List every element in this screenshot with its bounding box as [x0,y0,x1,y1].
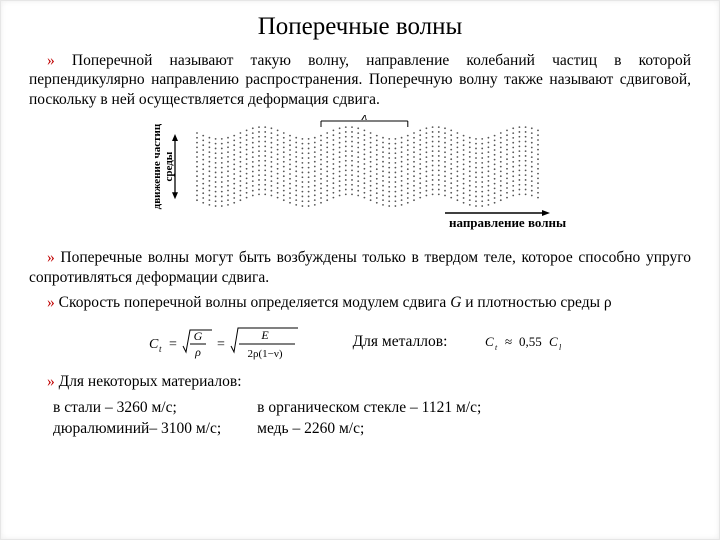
para3-mid: и плотностью среды ρ [461,294,611,311]
bullet-icon: » [47,294,55,311]
svg-text:=: = [169,337,177,352]
svg-text:G: G [193,329,202,343]
svg-text:2ρ(1−ν): 2ρ(1−ν) [247,348,282,360]
svg-text:=: = [217,337,225,352]
svg-text:C: C [149,337,159,352]
page-title: Поперечные волны [29,13,691,41]
para1-text: Поперечной называют такую волну, направл… [29,52,691,108]
duralumin: дюралюминий– 3100 м/с; [53,420,221,437]
para3-pre: Скорость поперечной волны определяется м… [59,294,451,311]
paragraph-materials-intro: » Для некоторых материалов: [29,372,691,391]
svg-text:λ: λ [361,115,368,123]
paragraph-definition: » Поперечной называют такую волну, напра… [29,51,691,109]
svg-text:C: C [485,334,494,349]
svg-text:l: l [559,343,562,352]
formula-metals: Ct ≈0,55 Cl [483,331,573,353]
svg-text:t: t [495,343,498,352]
copper: медь – 2260 м/с; [257,420,364,437]
metals-label: Для металлов: [353,333,448,351]
para2-text: Поперечные волны могут быть возбуждены т… [29,249,691,285]
svg-text:E: E [260,328,269,342]
materials-col2: в органическом стекле – 1121 м/с; медь –… [257,398,481,440]
paragraph-solid-body: » Поперечные волны могут быть возбуждены… [29,248,691,287]
bullet-icon: » [47,52,55,69]
para4-text: Для некоторых материалов: [59,373,242,390]
materials-col1: в стали – 3260 м/с; дюралюминий– 3100 м/… [53,398,221,440]
steel: в стали – 3260 м/с; [53,399,177,416]
bullet-icon: » [47,249,55,266]
plexiglass: в органическом стекле – 1121 м/с; [257,399,481,416]
materials-list: в стали – 3260 м/с; дюралюминий– 3100 м/… [53,398,691,440]
svg-text:≈: ≈ [505,334,512,349]
formula-main: Ct = Gρ = E 2ρ(1−ν) [147,318,317,366]
wave-diagram-svg: λ движение частицсреды направление волны [145,115,575,233]
svg-text:0,55: 0,55 [519,334,542,349]
svg-text:C: C [549,334,558,349]
wave-diagram: λ движение частицсреды направление волны [29,115,691,238]
svg-text:движение частицсреды: движение частицсреды [151,123,175,209]
paragraph-speed: » Скорость поперечной волны определяется… [29,293,691,312]
slide: Поперечные волны » Поперечной называют т… [0,0,720,540]
para3-G: G [450,294,461,311]
svg-text:t: t [159,344,162,354]
svg-text:ρ: ρ [194,345,201,359]
svg-text:направление волны: направление волны [449,215,566,230]
formula-row: Ct = Gρ = E 2ρ(1−ν) Для металлов: Ct ≈0,55 Cl [29,318,691,366]
bullet-icon: » [47,373,55,390]
